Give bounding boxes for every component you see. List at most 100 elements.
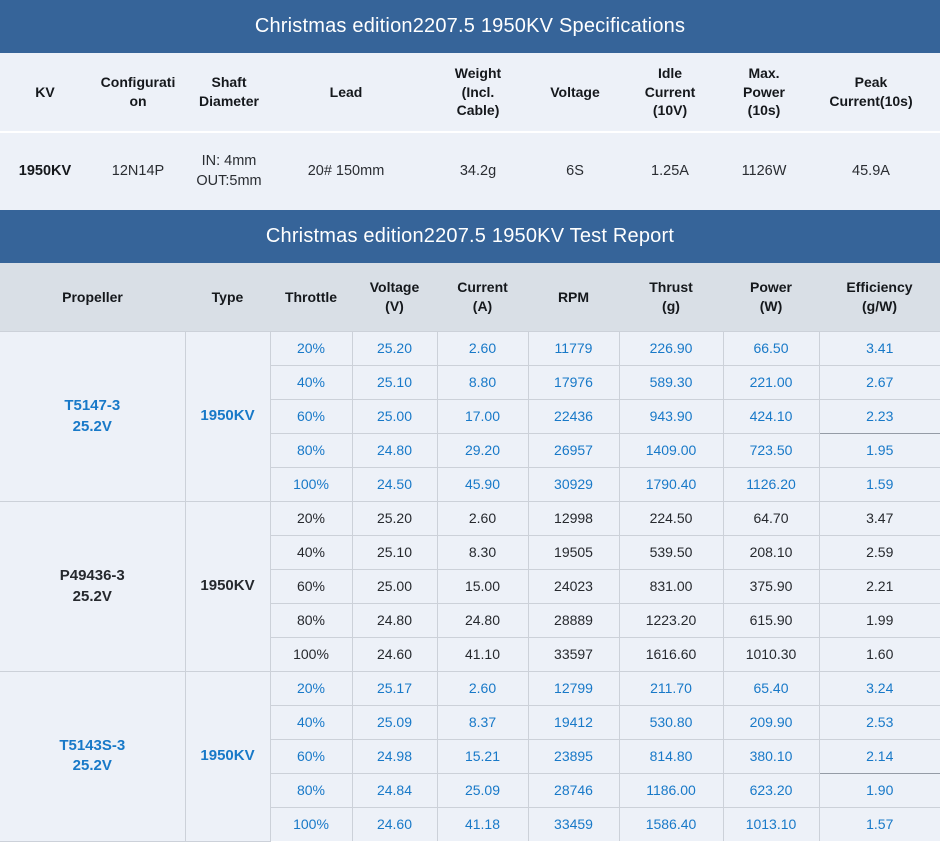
- spec-value-shaft-diameter: IN: 4mm OUT:5mm: [196, 152, 262, 189]
- cell-thrust: 226.90: [618, 331, 724, 366]
- cell-voltage: 24.60: [351, 637, 438, 672]
- cell-thrust: 1223.20: [618, 603, 724, 638]
- test-body: T5147-3 25.2V 1950KV 20% 25.20 2.60 11779 226.…: [0, 331, 940, 842]
- cell-voltage: 24.50: [351, 467, 438, 502]
- cell-power: 221.00: [722, 365, 820, 400]
- cell-current: 29.20: [436, 433, 529, 468]
- cell-voltage: 25.00: [351, 399, 438, 434]
- spec-value-configuration: 12N14P: [111, 162, 165, 179]
- test-header-power: Power (W): [723, 263, 819, 332]
- cell-voltage: 25.17: [351, 671, 438, 706]
- cell-efficiency: 3.24: [818, 671, 940, 706]
- spec-value-peak-current: 45.9A: [852, 162, 890, 179]
- cell-efficiency: 3.41: [818, 331, 940, 366]
- cell-power: 623.20: [722, 773, 820, 808]
- cell-current: 15.21: [436, 739, 529, 774]
- cell-efficiency: 1.99: [818, 603, 940, 638]
- cell-voltage: 25.10: [351, 365, 438, 400]
- test-report-table: Propeller Type Throttle Voltage (V) Curr…: [0, 263, 940, 842]
- cell-power: 1010.30: [722, 637, 820, 672]
- propeller-cell: T5143S-3 25.2V: [0, 671, 186, 842]
- test-report-title-bar: Christmas edition2207.5 1950KV Test Repo…: [0, 210, 940, 263]
- cell-throttle: 20%: [269, 331, 353, 366]
- cell-throttle: 80%: [270, 433, 353, 468]
- test-row: 60% 25.00 15.00 24023 831.00 375.90 2.21: [0, 569, 940, 604]
- spec-header-kv: KV: [0, 53, 90, 133]
- cell-power: 380.10: [722, 739, 820, 774]
- cell-thrust: 1790.40: [618, 467, 724, 502]
- cell-throttle: 60%: [270, 739, 353, 774]
- cell-current: 8.30: [436, 535, 529, 570]
- spec-title: Christmas edition2207.5 1950KV Specifica…: [254, 15, 686, 37]
- cell-power: 1126.20: [722, 467, 820, 502]
- cell-throttle: 80%: [270, 773, 353, 808]
- cell-thrust: 1586.40: [618, 807, 724, 841]
- cell-throttle: 100%: [270, 637, 353, 672]
- spec-value-idle-current: 1.25A: [651, 162, 689, 179]
- propeller-cell: T5147-3 25.2V: [0, 331, 186, 502]
- cell-current: 8.37: [436, 705, 529, 740]
- cell-rpm: 28889: [527, 603, 620, 638]
- spec-title-bar: Christmas edition2207.5 1950KV Specifica…: [0, 0, 940, 53]
- cell-current: 8.80: [436, 365, 529, 400]
- cell-throttle: 80%: [270, 603, 353, 638]
- cell-throttle: 40%: [270, 535, 353, 570]
- test-row: 40% 25.09 8.37 19412 530.80 209.90 2.53: [0, 705, 940, 740]
- cell-efficiency: 2.14: [818, 739, 940, 774]
- cell-efficiency: 2.21: [818, 569, 940, 604]
- cell-efficiency: 1.90: [818, 773, 940, 808]
- spec-header-peak-current: Peak Current(10s): [802, 53, 940, 133]
- test-header-thrust: Thrust (g): [619, 263, 723, 332]
- cell-voltage: 24.80: [351, 603, 438, 638]
- cell-thrust: 1186.00: [618, 773, 724, 808]
- cell-thrust: 530.80: [618, 705, 724, 740]
- cell-current: 45.90: [436, 467, 529, 502]
- cell-efficiency: 2.67: [818, 365, 940, 400]
- cell-current: 41.18: [436, 807, 529, 841]
- cell-power: 64.70: [722, 501, 820, 536]
- cell-rpm: 17976: [527, 365, 620, 400]
- cell-current: 41.10: [436, 637, 529, 672]
- cell-power: 375.90: [722, 569, 820, 604]
- test-header-throttle: Throttle: [270, 263, 352, 332]
- test-report-title: Christmas edition2207.5 1950KV Test Repo…: [265, 225, 675, 247]
- type-cell: 1950KV: [184, 331, 271, 502]
- cell-thrust: 539.50: [618, 535, 724, 570]
- cell-current: 17.00: [436, 399, 529, 434]
- cell-current: 25.09: [436, 773, 529, 808]
- spec-value-kv: 1950KV: [18, 162, 72, 179]
- cell-thrust: 943.90: [618, 399, 724, 434]
- cell-efficiency: 2.53: [818, 705, 940, 740]
- spec-value-max-power: 1126W: [741, 162, 787, 179]
- cell-rpm: 33597: [527, 637, 620, 672]
- cell-rpm: 12998: [527, 501, 620, 536]
- cell-throttle: 40%: [270, 365, 353, 400]
- cell-voltage: 25.20: [351, 501, 438, 536]
- spec-header-voltage: Voltage: [536, 53, 614, 133]
- cell-current: 2.60: [436, 501, 529, 536]
- cell-power: 208.10: [722, 535, 820, 570]
- spec-header-max-power: Max. Power (10s): [726, 53, 802, 133]
- cell-throttle: 20%: [269, 671, 353, 706]
- spec-header-configuration: Configurati on: [90, 53, 186, 133]
- cell-power: 66.50: [722, 331, 820, 366]
- cell-voltage: 25.10: [351, 535, 438, 570]
- cell-power: 1013.10: [722, 807, 820, 841]
- cell-current: 24.80: [436, 603, 529, 638]
- cell-power: 65.40: [722, 671, 820, 706]
- cell-rpm: 33459: [527, 807, 620, 841]
- cell-current: 2.60: [436, 331, 529, 366]
- test-header-rpm: RPM: [528, 263, 619, 332]
- cell-rpm: 19412: [527, 705, 620, 740]
- cell-thrust: 211.70: [618, 671, 724, 706]
- cell-rpm: 30929: [527, 467, 620, 502]
- spec-value-voltage: 6S: [566, 162, 584, 179]
- cell-voltage: 24.80: [351, 433, 438, 468]
- spec-header-shaft-diameter: Shaft Diameter: [186, 53, 272, 133]
- cell-power: 723.50: [722, 433, 820, 468]
- cell-efficiency: 1.59: [818, 467, 940, 502]
- spec-header-weight: Weight (Incl. Cable): [420, 53, 536, 133]
- test-header-row: Propeller Type Throttle Voltage (V) Curr…: [0, 263, 940, 332]
- cell-rpm: 22436: [527, 399, 620, 434]
- cell-voltage: 24.60: [351, 807, 438, 841]
